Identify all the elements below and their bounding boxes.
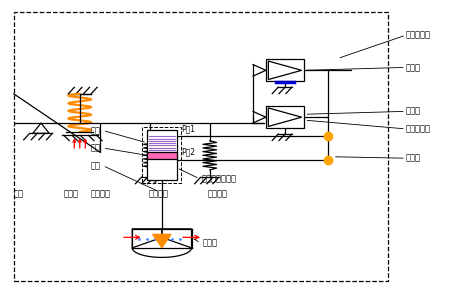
Text: 定位器: 定位器 [405,154,420,163]
Text: P出1: P出1 [181,124,195,133]
Text: 活塞: 活塞 [90,144,100,152]
Text: 调零弹簧: 调零弹簧 [207,189,227,198]
Text: P出2: P出2 [181,148,195,157]
Bar [142,127,181,183]
Polygon shape [152,234,171,248]
Text: 下喷嘴: 下喷嘴 [405,107,420,116]
Bar [265,106,304,128]
Text: 上喷嘴: 上喷嘴 [405,63,420,72]
Text: 波纹管: 波纹管 [63,189,78,198]
Text: 气缸: 气缸 [90,126,100,135]
Bar [265,59,304,81]
Bar [14,12,387,281]
Text: 活塞式执行机构: 活塞式执行机构 [201,174,236,183]
Text: 功率放大器: 功率放大器 [405,125,430,133]
Bar [147,130,176,180]
Text: 反馈弹簧: 反馈弹簧 [148,189,168,198]
Text: 推杆: 推杆 [90,161,100,170]
Text: 功率放大器: 功率放大器 [405,31,430,40]
Text: 杠杆: 杠杆 [13,189,23,198]
Text: 调节阀: 调节阀 [202,239,217,248]
Bar [147,152,176,159]
Text: 信号压力: 信号压力 [90,189,110,198]
